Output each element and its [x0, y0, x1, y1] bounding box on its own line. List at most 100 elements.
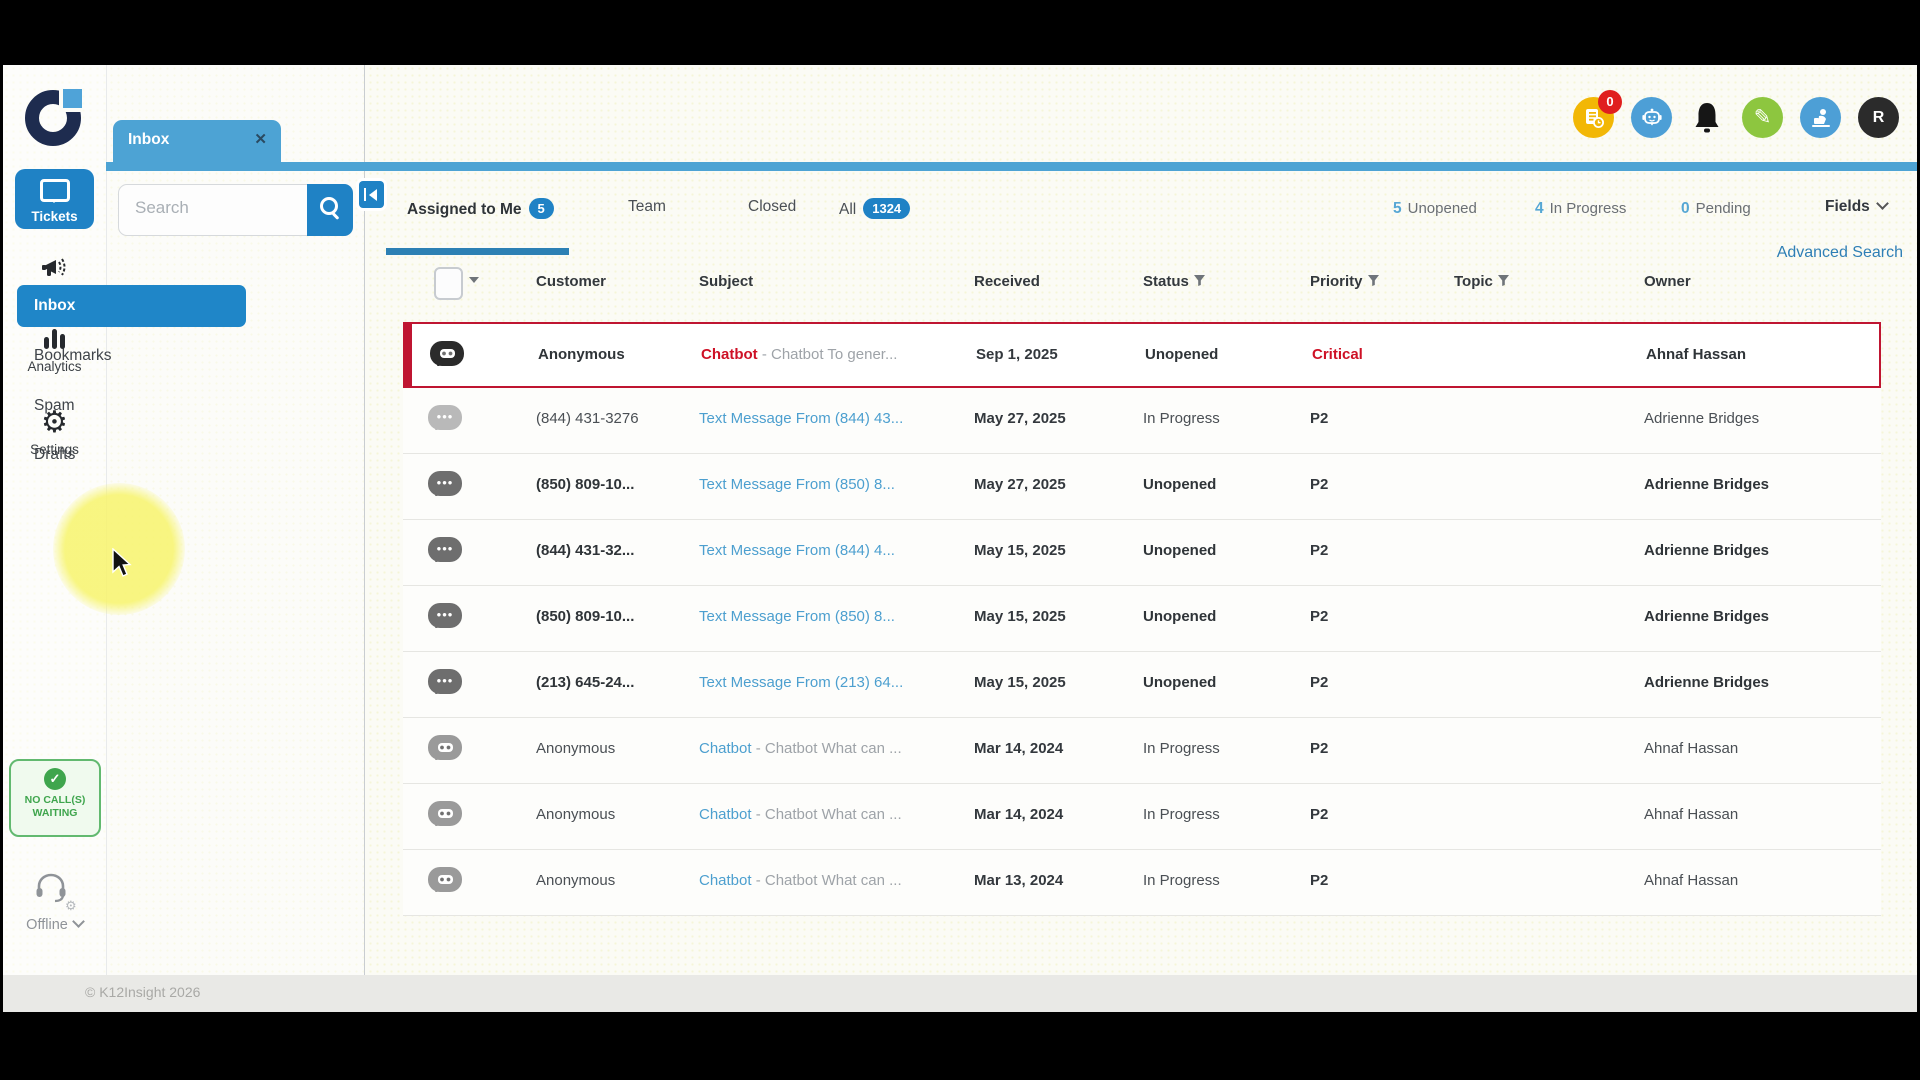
- tickets-icon: [39, 179, 70, 203]
- gear-icon: ⚙: [41, 406, 68, 439]
- subject-link[interactable]: Text Message From (844) 4...: [699, 542, 895, 559]
- compose-icon[interactable]: ✎: [1742, 97, 1783, 138]
- table-row[interactable]: Anonymous Chatbot - Chatbot What can ... M…: [403, 850, 1881, 916]
- sidebar-item-tickets[interactable]: Tickets: [15, 169, 94, 229]
- robot-face-glyph: [438, 809, 453, 818]
- column-label: Received: [974, 273, 1040, 290]
- subject-link[interactable]: Text Message From (850) 8...: [699, 476, 895, 493]
- status-cell: Unopened: [1143, 476, 1217, 493]
- table-row[interactable]: ••• (844) 431-32... Text Message From (844…: [403, 520, 1881, 586]
- subject-cell[interactable]: Chatbot - Chatbot What can ...: [699, 806, 967, 823]
- subject-link[interactable]: Chatbot: [699, 806, 752, 823]
- robot-bubble: [428, 801, 462, 826]
- tab-all[interactable]: All 1324: [839, 198, 911, 219]
- view-tabs: Assigned to Me 5 Team Closed All 1324 5 Unopene…: [364, 197, 1917, 232]
- status-cell: Unopened: [1143, 608, 1217, 625]
- presence-selector[interactable]: Offline: [3, 915, 106, 933]
- column-header-topic[interactable]: Topic: [1454, 273, 1509, 290]
- tab-label: Team: [628, 198, 666, 215]
- subject-link[interactable]: Text Message From (844) 43...: [699, 410, 904, 427]
- stat-label: In Progress: [1549, 200, 1627, 217]
- bell-icon[interactable]: [1689, 97, 1725, 138]
- table-row[interactable]: ••• (213) 645-24... Text Message From (213…: [403, 652, 1881, 718]
- close-icon[interactable]: ✕: [254, 131, 267, 148]
- subject-cell[interactable]: Text Message From (844) 43...: [699, 410, 967, 427]
- channel-icon-cell: [428, 867, 462, 892]
- fields-dropdown[interactable]: Fields: [1825, 197, 1889, 216]
- sidebar-item-analytics[interactable]: Analytics: [3, 327, 106, 374]
- search-button[interactable]: [307, 184, 353, 236]
- subject-link[interactable]: Text Message From (850) 8...: [699, 608, 895, 625]
- robot-bubble: [428, 735, 462, 760]
- status-cell: Unopened: [1145, 346, 1219, 363]
- column-header-customer: Customer: [536, 273, 606, 290]
- check-circle-icon: ✓: [44, 768, 66, 790]
- tab-assigned-to-me[interactable]: Assigned to Me 5: [407, 198, 554, 219]
- subject-cell[interactable]: Text Message From (844) 4...: [699, 542, 967, 559]
- sidebar-item-settings[interactable]: ⚙ Settings: [3, 406, 106, 458]
- owner-cell: Ahnaf Hassan: [1644, 806, 1739, 823]
- subject-link[interactable]: Chatbot: [699, 740, 752, 757]
- tasks-clock-icon[interactable]: 0: [1573, 90, 1622, 138]
- channel-icon-cell: •••: [428, 537, 462, 562]
- tab-closed[interactable]: Closed: [748, 198, 796, 216]
- filter-icon[interactable]: [1497, 275, 1509, 286]
- subject-cell[interactable]: Text Message From (213) 64...: [699, 674, 967, 691]
- subject-cell[interactable]: Chatbot - Chatbot To gener...: [701, 346, 969, 363]
- search-input[interactable]: [133, 197, 287, 219]
- customer-cell: (850) 809-10...: [536, 608, 635, 625]
- column-header-received: Received: [974, 273, 1040, 290]
- column-header-priority[interactable]: Priority: [1310, 273, 1379, 290]
- subject-link[interactable]: Chatbot: [701, 346, 758, 363]
- collapse-panel-button[interactable]: [359, 181, 384, 208]
- customer-cell: (844) 431-32...: [536, 542, 635, 559]
- dots-bubble: •••: [428, 537, 462, 562]
- folder-item-spam[interactable]: Spam: [34, 397, 75, 414]
- table-row[interactable]: Anonymous Chatbot - Chatbot To gener... Se…: [403, 322, 1881, 388]
- inbox-document-tab[interactable]: Inbox ✕: [113, 120, 281, 163]
- sidebar-item-label: Analytics: [27, 359, 82, 374]
- folder-item-bookmarks[interactable]: Bookmarks: [34, 347, 112, 364]
- filter-icon[interactable]: [1367, 275, 1379, 286]
- owner-cell: Adrienne Bridges: [1644, 410, 1760, 427]
- owner-cell: Adrienne Bridges: [1644, 542, 1770, 559]
- sidebar-item-label: Settings: [30, 442, 79, 457]
- subject-link[interactable]: Text Message From (213) 64...: [699, 674, 904, 691]
- subject-cell[interactable]: Text Message From (850) 8...: [699, 608, 967, 625]
- stat-count: 4: [1535, 200, 1544, 217]
- sidebar-item-label: Tickets: [31, 209, 78, 224]
- header-icons: 0 ✎: [1573, 90, 1899, 138]
- fields-label: Fields: [1825, 198, 1870, 215]
- stat-unopened: 5 Unopened: [1393, 200, 1477, 218]
- received-cell: May 27, 2025: [974, 410, 1066, 427]
- folder-item-drafts[interactable]: Drafts: [34, 446, 76, 463]
- table-row[interactable]: Anonymous Chatbot - Chatbot What can ... M…: [403, 718, 1881, 784]
- table-row[interactable]: ••• (850) 809-10... Text Message From (850…: [403, 586, 1881, 652]
- subject-preview: - Chatbot To gener...: [757, 346, 898, 363]
- subject-link[interactable]: Chatbot: [699, 872, 752, 889]
- select-dropdown-caret[interactable]: [469, 277, 479, 288]
- dots-bubble-light: •••: [428, 405, 462, 430]
- owner-cell: Adrienne Bridges: [1644, 608, 1770, 625]
- table-row[interactable]: Anonymous Chatbot - Chatbot What can ... M…: [403, 784, 1881, 850]
- headset-icon[interactable]: [33, 871, 69, 905]
- notification-count-badge: 0: [1598, 90, 1622, 114]
- app-window: 0 ✎: [3, 65, 1917, 1012]
- subject-cell[interactable]: Chatbot - Chatbot What can ...: [699, 740, 967, 757]
- chatbot-icon[interactable]: [1631, 97, 1672, 138]
- folder-item-inbox[interactable]: Inbox: [17, 285, 246, 327]
- table-row[interactable]: ••• (844) 431-3276 Text Message From (844)…: [403, 388, 1881, 454]
- subject-cell[interactable]: Chatbot - Chatbot What can ...: [699, 872, 967, 889]
- select-all-checkbox[interactable]: [434, 267, 463, 300]
- advanced-search-link[interactable]: Advanced Search: [1776, 244, 1903, 261]
- filter-icon[interactable]: [1193, 275, 1205, 286]
- app-logo[interactable]: [25, 89, 82, 146]
- column-header-status[interactable]: Status: [1143, 273, 1205, 290]
- agent-desk-icon[interactable]: [1800, 97, 1841, 138]
- subject-cell[interactable]: Text Message From (850) 8...: [699, 476, 967, 493]
- tab-team[interactable]: Team: [628, 198, 666, 216]
- table-row[interactable]: ••• (850) 809-10... Text Message From (850…: [403, 454, 1881, 520]
- user-avatar[interactable]: R: [1858, 97, 1899, 138]
- owner-cell: Ahnaf Hassan: [1644, 740, 1739, 757]
- status-cell: Unopened: [1143, 542, 1217, 559]
